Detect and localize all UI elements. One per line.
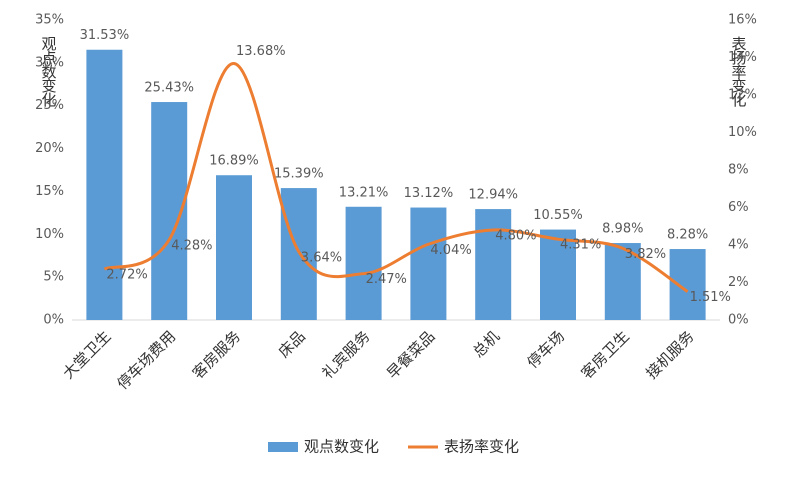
legend-label: 表扬率变化 [444, 438, 519, 456]
y-tick-label: 10% [35, 227, 64, 242]
y2-axis-title: 表扬率变化 [730, 36, 748, 107]
bar-value-label: 13.21% [339, 185, 389, 200]
y2-tick-label: 8% [728, 163, 749, 178]
line-value-label: 1.51% [690, 290, 731, 305]
y-tick-label: 15% [35, 184, 64, 199]
y2-tick-label: 0% [728, 313, 749, 328]
y2-tick-label: 4% [728, 238, 749, 253]
bar-value-label: 25.43% [144, 81, 194, 96]
line-value-label: 4.28% [171, 238, 212, 253]
y-tick-label: 5% [43, 270, 64, 285]
bar-value-label: 13.12% [404, 186, 454, 201]
line-value-label: 4.80% [495, 229, 536, 244]
y-tick-label: 35% [35, 13, 64, 28]
line-value-label: 4.04% [430, 243, 471, 258]
bar-value-label: 8.28% [667, 228, 708, 243]
line-value-label: 2.47% [366, 272, 407, 287]
bar [410, 207, 447, 320]
y-tick-label: 0% [43, 313, 64, 328]
bar [86, 49, 123, 320]
y2-tick-label: 2% [728, 275, 749, 290]
bar-value-label: 31.53% [80, 28, 130, 43]
y-axis-title: 观点数变化 [40, 36, 58, 107]
y-tick-label: 30% [35, 55, 64, 70]
y2-tick-label: 16% [728, 13, 757, 28]
line-value-label: 13.68% [236, 44, 286, 59]
bar-value-label: 16.89% [209, 154, 259, 169]
bar [216, 175, 252, 320]
bar [669, 249, 706, 320]
line-value-label: 3.82% [625, 247, 666, 262]
legend-label: 观点数变化 [304, 438, 379, 456]
bar-value-label: 8.98% [602, 222, 643, 237]
bar-value-label: 12.94% [468, 188, 518, 203]
y2-tick-label: 12% [728, 88, 757, 103]
y2-tick-label: 6% [728, 200, 749, 215]
line-value-label: 4.31% [560, 238, 601, 253]
bar [475, 209, 512, 320]
y2-tick-label: 10% [728, 125, 757, 140]
line-value-label: 2.72% [106, 268, 147, 283]
bar [540, 229, 576, 320]
bar [345, 206, 382, 320]
y2-tick-label: 14% [728, 50, 757, 65]
bar-value-label: 15.39% [274, 167, 324, 182]
line [103, 61, 689, 293]
legend-swatch [268, 442, 298, 452]
y-tick-label: 25% [35, 98, 64, 113]
bar-value-label: 10.55% [533, 208, 583, 223]
line-value-label: 3.64% [301, 250, 342, 265]
y-tick-label: 20% [35, 141, 64, 156]
